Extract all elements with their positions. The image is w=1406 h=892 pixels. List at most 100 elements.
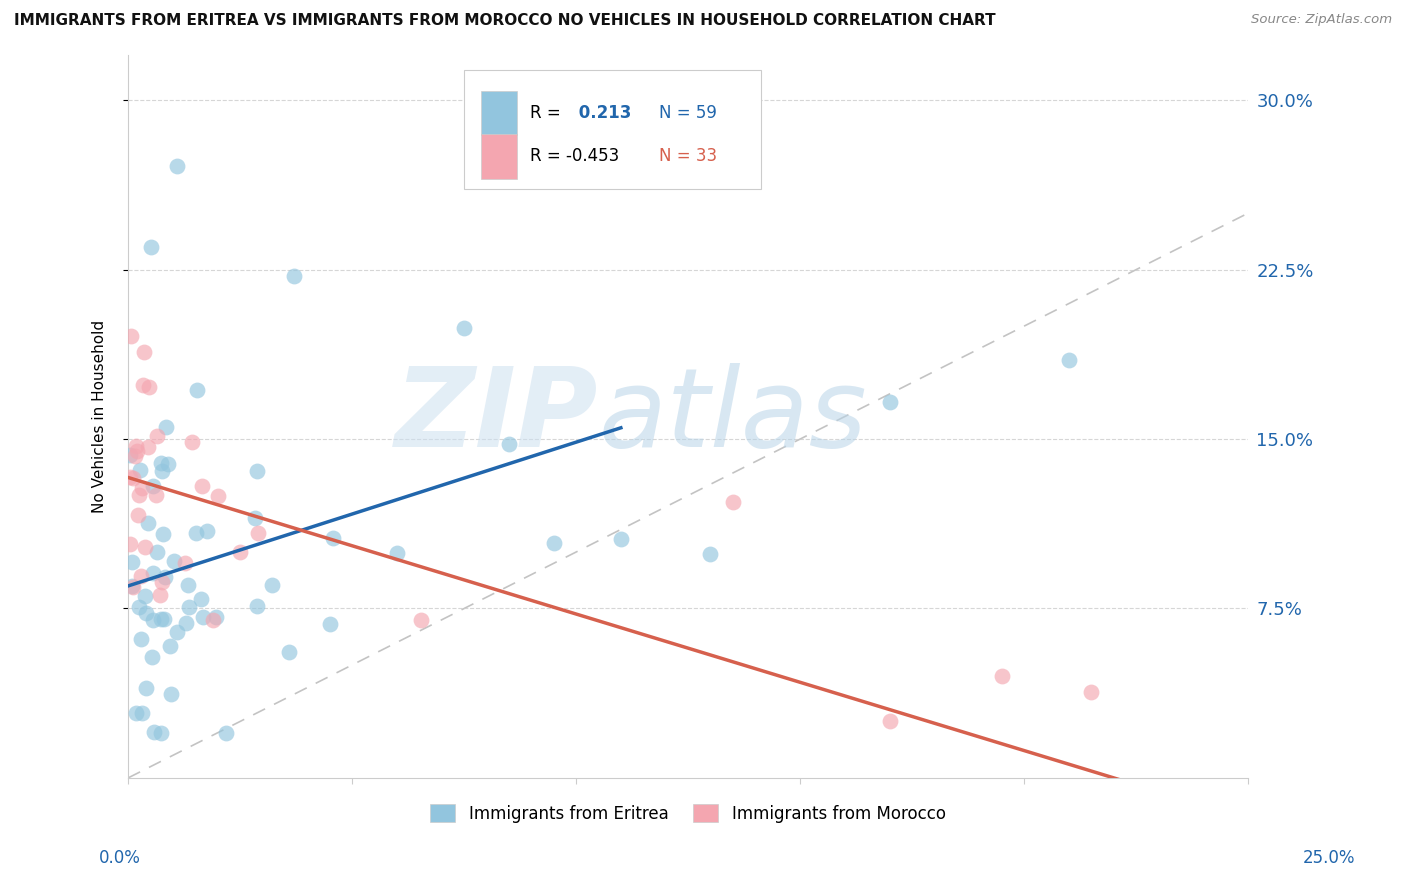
Point xyxy=(142,478,165,492)
Legend: Immigrants from Eritrea, Immigrants from Morocco: Immigrants from Eritrea, Immigrants from… xyxy=(422,797,955,831)
Text: ZIP: ZIP xyxy=(395,363,599,470)
Text: R =: R = xyxy=(530,104,567,122)
Point xyxy=(186,383,208,397)
Point xyxy=(186,525,208,540)
Text: IMMIGRANTS FROM ERITREA VS IMMIGRANTS FROM MOROCCO NO VEHICLES IN HOUSEHOLD CORR: IMMIGRANTS FROM ERITREA VS IMMIGRANTS FR… xyxy=(14,13,995,29)
Point xyxy=(174,615,197,630)
Point xyxy=(990,669,1012,683)
Point xyxy=(118,537,141,551)
Point xyxy=(155,570,177,584)
Point xyxy=(453,321,475,335)
Point xyxy=(150,575,173,590)
Point xyxy=(246,599,269,614)
Point xyxy=(125,439,148,453)
Y-axis label: No Vehicles in Household: No Vehicles in Household xyxy=(93,320,107,513)
Point xyxy=(319,616,342,631)
Point xyxy=(245,511,267,525)
Point xyxy=(146,429,169,443)
Point xyxy=(543,536,565,550)
Text: R = -0.453: R = -0.453 xyxy=(530,147,620,165)
Point xyxy=(191,610,214,624)
FancyBboxPatch shape xyxy=(464,70,761,189)
Point xyxy=(201,613,224,627)
Point xyxy=(155,420,177,434)
Point xyxy=(278,645,301,659)
Bar xyxy=(481,91,517,136)
Text: 0.213: 0.213 xyxy=(572,104,631,122)
Point xyxy=(125,706,148,721)
Point xyxy=(1057,352,1080,367)
Point xyxy=(136,440,159,454)
Point xyxy=(124,449,146,463)
Point xyxy=(207,489,229,503)
Point xyxy=(195,524,218,539)
Text: Source: ZipAtlas.com: Source: ZipAtlas.com xyxy=(1251,13,1392,27)
Point xyxy=(128,600,150,615)
Point xyxy=(179,599,201,614)
Point xyxy=(131,378,153,392)
Point xyxy=(120,470,142,484)
Point xyxy=(191,479,214,493)
Point xyxy=(385,545,408,559)
Point xyxy=(173,556,195,570)
Point xyxy=(409,614,432,628)
Point xyxy=(204,609,226,624)
Point xyxy=(610,533,633,547)
Point xyxy=(142,613,165,627)
Point xyxy=(128,487,150,501)
Bar xyxy=(481,134,517,178)
Point xyxy=(129,632,152,646)
Point xyxy=(260,578,283,592)
Point xyxy=(142,566,165,580)
Point xyxy=(121,579,143,593)
Point xyxy=(138,516,160,530)
Point xyxy=(247,526,270,541)
Point xyxy=(125,444,148,458)
Text: 25.0%: 25.0% xyxy=(1302,849,1355,867)
Point xyxy=(152,527,174,541)
Point xyxy=(879,714,901,729)
Point xyxy=(129,568,152,582)
Point xyxy=(721,495,744,509)
Point xyxy=(160,687,183,701)
Point xyxy=(229,545,252,559)
Point xyxy=(146,545,169,559)
Point xyxy=(215,725,238,739)
Point xyxy=(127,508,149,523)
Point xyxy=(322,531,344,545)
Point xyxy=(149,612,172,626)
Point xyxy=(498,436,520,450)
Point xyxy=(134,345,156,359)
Point xyxy=(176,578,198,592)
Text: 0.0%: 0.0% xyxy=(98,849,141,867)
Point xyxy=(122,580,145,594)
Point xyxy=(149,725,172,739)
Point xyxy=(134,589,156,603)
Point xyxy=(135,681,157,695)
Text: N = 33: N = 33 xyxy=(659,147,717,165)
Point xyxy=(149,588,172,602)
Point xyxy=(879,395,901,409)
Point xyxy=(138,380,160,394)
Point xyxy=(134,540,156,554)
Point xyxy=(150,464,173,478)
Text: N = 59: N = 59 xyxy=(659,104,717,122)
Point xyxy=(122,471,145,485)
Point xyxy=(181,434,204,449)
Point xyxy=(150,456,173,470)
Point xyxy=(118,448,141,462)
Point xyxy=(141,649,163,664)
Point xyxy=(156,457,179,471)
Point xyxy=(145,488,167,502)
Point xyxy=(153,612,176,626)
Point xyxy=(166,159,188,173)
Point xyxy=(1080,685,1102,699)
Point xyxy=(131,706,153,720)
Point xyxy=(131,481,153,495)
Point xyxy=(699,548,721,562)
Point xyxy=(166,624,188,639)
Text: atlas: atlas xyxy=(599,363,868,470)
Point xyxy=(159,640,181,654)
Point xyxy=(139,240,162,254)
Point xyxy=(121,555,143,569)
